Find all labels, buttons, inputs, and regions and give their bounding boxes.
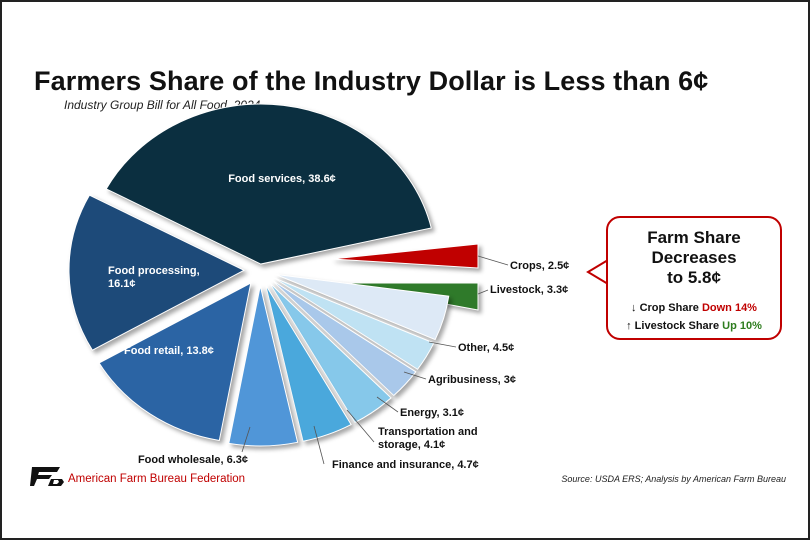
source-note: Source: USDA ERS; Analysis by American F… [561,474,786,484]
crop-share-line: ↓ Crop Share Down 14% [608,302,780,314]
pie-slice [331,243,479,269]
organization-name: American Farm Bureau Federation [68,473,246,485]
leader-line [313,425,325,465]
callout-headline-line-1: Farm Share [647,228,741,247]
slice-label: Food wholesale, 6.3¢ [138,454,248,466]
leader-line [346,409,375,443]
slice-label: Food processing, 16.1¢ [108,265,200,290]
chart-title: Farmers Share of the Industry Dollar is … [34,66,709,96]
leader-line [403,371,427,380]
leader-line [376,396,399,413]
crop-share-prefix: ↓ Crop Share [631,302,699,314]
crop-share-change: Down 14% [701,302,757,314]
callout-headline-line-2: Decreases [651,248,737,267]
pie-slice [269,282,392,424]
chart-subtitle: Industry Group Bill for All Food, 2024 [64,98,261,112]
leader-line [428,341,457,348]
leader-line [477,289,489,295]
slice-label: Finance and insurance, 4.7¢ [332,459,479,471]
pie-slice [98,282,252,442]
pie-slice [105,103,432,265]
slice-label: Energy, 3.1¢ [400,407,464,419]
livestock-share-prefix: ↑ Livestock Share [626,320,720,332]
pie-slice [275,273,450,341]
slice-label: Livestock, 3.3¢ [490,284,568,296]
livestock-share-change: Up 10% [722,320,762,332]
pie-slice [228,285,299,447]
pie-slice [271,279,417,397]
farm-share-callout: Farm Share Decreases to 5.8¢ ↓ Crop Shar… [606,216,782,340]
leader-line [241,426,251,453]
slice-label: Other, 4.5¢ [458,342,514,354]
slice-label: Agribusiness, 3¢ [428,374,516,386]
slice-label: Crops, 2.5¢ [510,260,569,272]
slice-label: Transportation and storage, 4.1¢ [378,426,478,451]
slice-label: Food services, 38.6¢ [228,173,336,185]
pie-slice [68,194,246,351]
slice-label: Food retail, 13.8¢ [124,345,214,357]
livestock-share-line: ↑ Livestock Share Up 10% [608,320,780,332]
leader-line [477,255,509,266]
afbf-logo-icon [30,467,64,486]
callout-headline-line-3: to 5.8¢ [667,268,721,287]
pie-slice [265,284,352,442]
